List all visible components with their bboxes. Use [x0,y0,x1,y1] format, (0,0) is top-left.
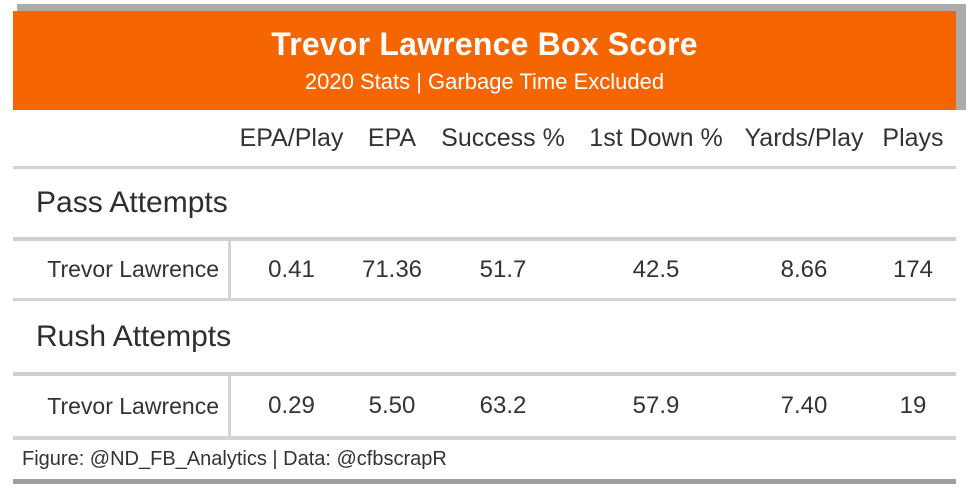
cell-rush-yards-play: 7.40 [780,392,828,419]
group-header-pass-attempts: Pass Attempts [13,169,956,241]
cell-pass-success-pct: 51.7 [479,255,527,283]
box-score-table: Trevor Lawrence Box Score 2020 Stats | G… [13,4,966,484]
cell-pass-first-down-pct: 42.5 [632,255,680,283]
table-row-pass-trevor-lawrence: Trevor Lawrence 0.41 71.36 51.7 42.5 8.6… [13,241,956,301]
cell-rush-success-pct: 63.2 [479,392,527,419]
column-header-epa-play: EPA/Play [239,123,344,152]
cell-pass-plays: 174 [892,255,934,283]
table-header-banner: Trevor Lawrence Box Score 2020 Stats | G… [13,4,966,110]
group-header-label: Pass Attempts [36,186,228,219]
table-subtitle: 2020 Stats | Garbage Time Excluded [304,69,665,94]
cell-rush-plays: 19 [899,392,927,419]
group-header-label: Rush Attempts [36,319,232,353]
cell-pass-epa: 71.36 [361,255,423,283]
table-row-rush-trevor-lawrence: Trevor Lawrence 0.29 5.50 63.2 57.9 7.40… [13,376,956,440]
cell-rush-epa: 5.50 [368,392,416,419]
cell-pass-epa-play: 0.41 [268,255,315,283]
column-header-first-down-pct: 1st Down % [589,123,723,152]
row-label: Trevor Lawrence [13,241,231,298]
table-title: Trevor Lawrence Box Score [271,26,698,62]
source-note: Figure: @ND_FB_Analytics | Data: @cfbscr… [13,440,956,484]
cell-pass-yards-play: 8.66 [780,255,828,283]
source-note-text: Figure: @ND_FB_Analytics | Data: @cfbscr… [22,448,447,470]
cell-rush-first-down-pct: 57.9 [632,392,680,419]
column-header-epa: EPA [367,123,417,152]
column-header-plays: Plays [882,123,944,152]
banner-shadow-right [956,4,966,110]
column-header-row: EPA/Play EPA Success % 1st Down % Yards/… [13,110,956,169]
column-header-yards-play: Yards/Play [744,123,864,152]
column-header-success-pct: Success % [441,123,565,152]
group-header-rush-attempts: Rush Attempts [13,301,956,376]
cell-rush-epa-play: 0.29 [268,392,315,419]
row-label: Trevor Lawrence [13,376,231,436]
banner-shadow-top [17,4,966,11]
